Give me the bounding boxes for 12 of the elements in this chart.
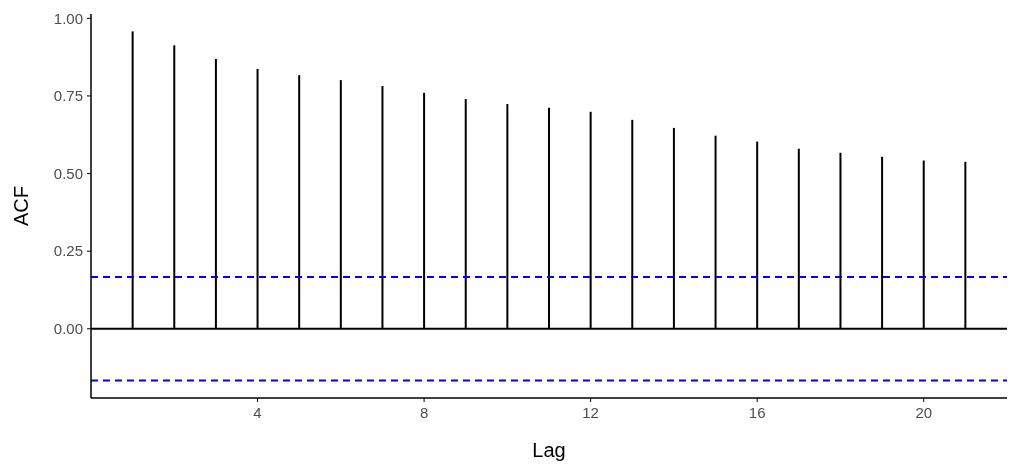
y-axis-title: ACF [10, 186, 32, 226]
x-tick-label: 12 [582, 404, 599, 421]
x-tick-label: 8 [419, 404, 429, 421]
x-axis-title: Lag [532, 439, 566, 461]
y-tick-label: 0.50 [53, 164, 83, 182]
x-tick-label: 4 [253, 404, 262, 421]
y-tick-label: 1.00 [53, 9, 83, 27]
y-tick-label: 0.75 [53, 87, 83, 105]
x-tick-label: 16 [748, 404, 766, 421]
y-tick-label: 0.25 [53, 242, 83, 260]
x-tick-label: 20 [915, 404, 933, 421]
y-tick-label: 0.00 [53, 320, 83, 338]
